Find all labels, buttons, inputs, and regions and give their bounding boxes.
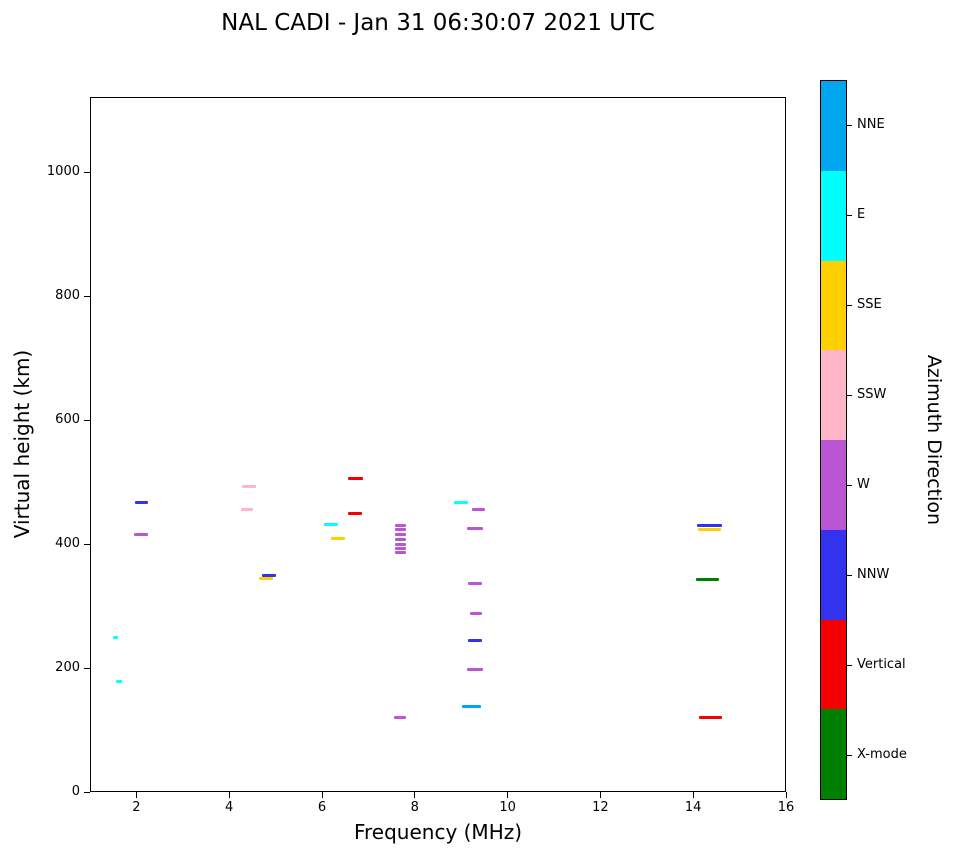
data-point [115,680,122,684]
colorbar-tick-label: NNE [857,117,885,132]
colorbar-segment [821,619,846,710]
x-axis-label: Frequency (MHz) [353,820,523,844]
data-point [395,546,407,550]
colorbar-axis-label: Azimuth Direction [923,354,945,526]
colorbar-tick-label: E [857,207,866,222]
data-point [454,500,469,504]
x-axis-tick-label: 4 [225,800,234,815]
y-axis-tick [84,543,90,545]
data-point [261,573,276,577]
data-point [395,537,407,541]
data-point [241,485,256,489]
colorbar-tick [847,754,852,756]
x-axis-tick [321,792,323,798]
colorbar-segment [821,350,846,440]
colorbar-tick-label: SSE [857,297,882,312]
x-axis-tick-label: 6 [317,800,327,815]
data-point [347,477,364,481]
colorbar-tick [847,664,852,666]
colorbar-tick [847,394,852,396]
y-axis-tick-label: 0 [71,784,80,799]
y-axis-tick-label: 1000 [46,164,80,180]
x-axis-tick-label: 2 [132,800,141,815]
y-axis-tick [84,791,90,793]
x-axis-tick [228,792,230,798]
data-point [134,532,148,536]
y-axis-tick-label: 600 [55,412,80,427]
colorbar-segment [821,170,846,261]
colorbar-segment [821,440,846,530]
data-point [395,523,407,527]
colorbar-tick [847,124,852,126]
data-point [696,523,723,527]
colorbar-tick-label: NNW [857,567,890,582]
colorbar-tick-label: W [857,477,870,492]
data-point [331,536,346,540]
y-axis-tick [84,419,90,421]
colorbar-segment [821,81,846,171]
data-point [395,528,407,532]
data-point [467,668,483,672]
data-point [472,508,486,512]
chart-title: NAL CADI - Jan 31 06:30:07 2021 UTC [221,10,655,36]
data-point [395,551,407,555]
x-axis-tick-label: 14 [684,800,702,815]
colorbar-tick [847,304,852,306]
data-point [395,542,407,546]
data-point [112,635,119,639]
data-point [699,716,723,720]
x-axis-tick [599,792,601,798]
x-axis-tick-label: 16 [777,800,795,815]
colorbar-tick-label: X-mode [857,747,907,762]
y-axis-tick [84,667,90,669]
data-point [470,611,482,615]
y-axis-tick [84,171,90,173]
x-axis-tick-label: 8 [410,800,419,815]
data-point [259,577,274,581]
data-point [462,704,481,708]
data-point [395,532,407,536]
x-axis-tick-label: 12 [592,800,609,815]
data-point [394,716,406,720]
data-point [468,638,483,642]
data-point [468,581,483,585]
colorbar-tick [847,574,852,576]
colorbar-segment [821,529,846,620]
data-point [134,500,148,504]
colorbar-tick-label: Vertical [857,657,906,672]
x-axis-tick [135,792,137,798]
y-axis-label: Virtual height (km) [10,349,34,539]
colorbar-segment [821,260,846,351]
x-axis-tick [507,792,509,798]
data-point [348,511,363,515]
data-point [324,523,339,527]
colorbar-tick [847,484,852,486]
y-axis-tick-label: 200 [55,660,80,675]
y-axis-tick-label: 800 [55,288,80,303]
data-point [697,527,722,531]
x-axis-tick [785,792,787,798]
y-axis-tick-label: 400 [55,536,80,551]
colorbar-tick-label: SSW [857,387,887,402]
data-point [240,507,253,511]
x-axis-tick-label: 10 [499,800,516,815]
x-axis-tick [414,792,416,798]
plot-area [90,97,786,792]
colorbar [820,80,847,800]
colorbar-segment [821,709,846,799]
data-point [695,577,719,581]
y-axis-tick [84,295,90,297]
data-point [467,527,483,530]
colorbar-tick [847,214,852,216]
x-axis-tick [692,792,694,798]
